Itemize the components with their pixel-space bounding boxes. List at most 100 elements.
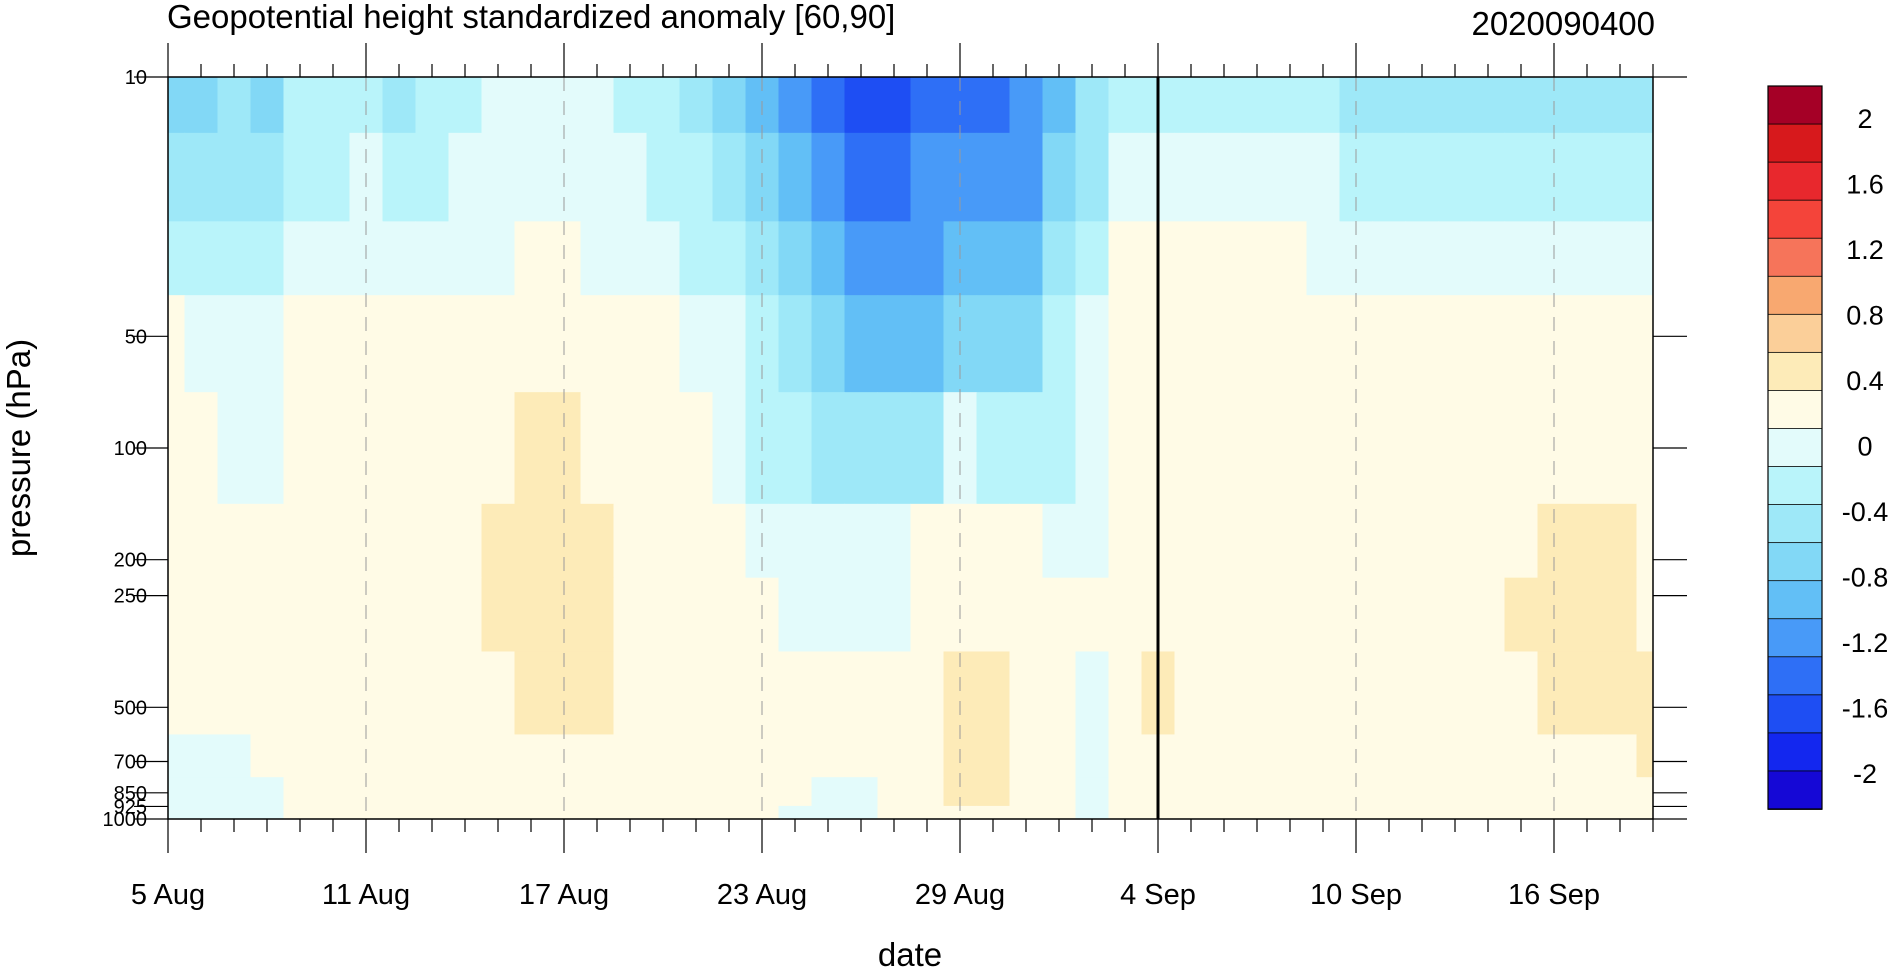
anomaly-cell (844, 295, 879, 393)
anomaly-cell (250, 132, 285, 222)
anomaly-cell (580, 734, 615, 778)
anomaly-cell (613, 777, 648, 807)
anomaly-cell (1108, 805, 1143, 819)
anomaly-cell (1207, 503, 1242, 579)
anomaly-cell (1075, 392, 1110, 505)
anomaly-cell (1009, 734, 1044, 778)
anomaly-cell (448, 651, 483, 736)
anomaly-cell (712, 295, 747, 393)
anomaly-cell (811, 392, 846, 505)
anomaly-cell (1207, 777, 1242, 807)
anomaly-cell (646, 132, 681, 222)
anomaly-cell (283, 734, 318, 778)
anomaly-cell (613, 132, 648, 222)
anomaly-cell (1306, 132, 1341, 222)
anomaly-cell (217, 777, 252, 807)
anomaly-cell (250, 805, 285, 819)
anomaly-cell (877, 577, 912, 653)
anomaly-cell (1471, 734, 1506, 778)
colorbar-swatch (1767, 85, 1823, 125)
anomaly-cell (1471, 132, 1506, 222)
anomaly-cell (778, 77, 813, 134)
anomaly-cell (976, 392, 1011, 505)
anomaly-cell (1471, 577, 1506, 653)
anomaly-cell (481, 132, 516, 222)
anomaly-cell (1570, 392, 1605, 505)
colorbar-swatch (1767, 351, 1823, 392)
anomaly-cell (1108, 503, 1143, 579)
anomaly-cell (844, 392, 879, 505)
anomaly-cell (844, 777, 879, 807)
anomaly-cell (1042, 392, 1077, 505)
anomaly-cell (1273, 392, 1308, 505)
anomaly-cell (1603, 651, 1638, 736)
anomaly-cell (844, 651, 879, 736)
anomaly-cell (1273, 805, 1308, 819)
anomaly-cell (1306, 577, 1341, 653)
anomaly-cell (1240, 132, 1275, 222)
anomaly-cell (1009, 777, 1044, 807)
anomaly-cell (382, 132, 417, 222)
anomaly-cell (1636, 651, 1653, 736)
anomaly-cell (448, 77, 483, 134)
anomaly-cell (1603, 734, 1638, 778)
colorbar-label: -0.4 (1842, 497, 1889, 527)
anomaly-cell (184, 577, 219, 653)
colorbar-swatch (1767, 161, 1823, 202)
anomaly-cell (943, 805, 978, 819)
anomaly-cell (679, 777, 714, 807)
anomaly-cell (514, 577, 549, 653)
anomaly-cell (1009, 651, 1044, 736)
colorbar-swatch (1767, 313, 1823, 354)
anomaly-cell (1273, 577, 1308, 653)
anomaly-cell (481, 651, 516, 736)
anomaly-cell (250, 77, 285, 134)
anomaly-cell (168, 77, 186, 134)
anomaly-cell (976, 734, 1011, 778)
anomaly-cell (1075, 734, 1110, 778)
anomaly-cell (1207, 295, 1242, 393)
anomaly-cell (1306, 805, 1341, 819)
anomaly-cell (316, 77, 351, 134)
anomaly-cell (316, 221, 351, 296)
anomaly-cell (1603, 221, 1638, 296)
anomaly-cell (382, 295, 417, 393)
anomaly-cell (1603, 295, 1638, 393)
anomaly-cell (1240, 503, 1275, 579)
colorbar: 2 1.6 1.2 0.8 0.4 0 -0.4 -0.8 -1.2 -1.6 -2 (1767, 85, 1889, 810)
anomaly-cell (184, 777, 219, 807)
colorbar-label: 1.6 (1846, 170, 1884, 200)
anomaly-cell (1438, 651, 1473, 736)
anomaly-cell (1372, 392, 1407, 505)
anomaly-cell (1174, 503, 1209, 579)
x-tick-label: 23 Aug (717, 879, 807, 911)
anomaly-cell (168, 734, 186, 778)
anomaly-cell (415, 503, 450, 579)
anomaly-cell (712, 77, 747, 134)
anomaly-cell (1306, 777, 1341, 807)
anomaly-cell (382, 503, 417, 579)
anomaly-cell (877, 295, 912, 393)
anomaly-cell (910, 221, 945, 296)
anomaly-cell (1042, 77, 1077, 134)
anomaly-cell (1207, 805, 1242, 819)
anomaly-cell (778, 295, 813, 393)
anomaly-cell (1471, 777, 1506, 807)
anomaly-cell (976, 503, 1011, 579)
anomaly-cell (712, 577, 747, 653)
anomaly-cell (1636, 734, 1653, 778)
y-tick-label: 200 (114, 550, 147, 572)
anomaly-cell (316, 777, 351, 807)
anomaly-cell (1405, 651, 1440, 736)
anomaly-cell (1405, 805, 1440, 819)
anomaly-cell (1636, 132, 1653, 222)
anomaly-cell (217, 221, 252, 296)
anomaly-cell (646, 392, 681, 505)
anomaly-cell (1438, 132, 1473, 222)
colorbar-swatch (1767, 504, 1823, 544)
colorbar-swatch (1767, 466, 1823, 506)
anomaly-cell (1273, 651, 1308, 736)
anomaly-cell (712, 734, 747, 778)
anomaly-cell (844, 77, 879, 134)
anomaly-cell (250, 734, 285, 778)
